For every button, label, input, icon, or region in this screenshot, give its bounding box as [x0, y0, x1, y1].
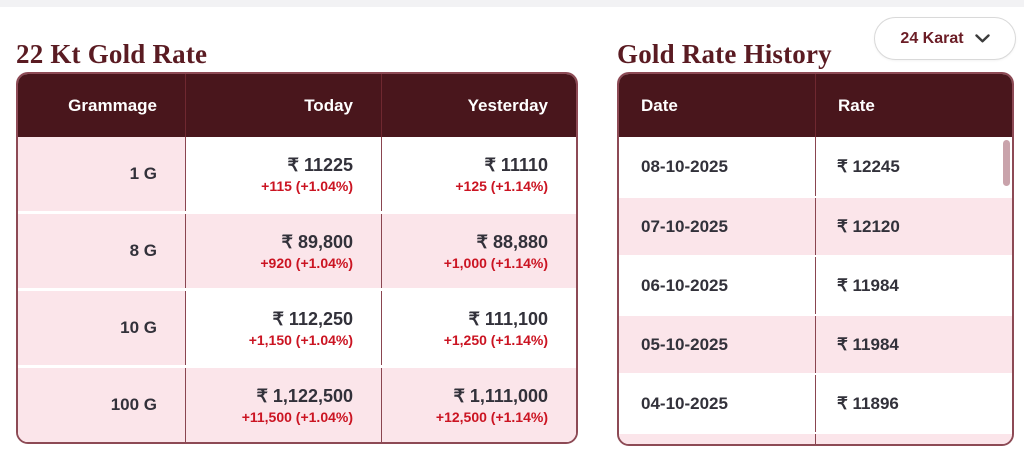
grammage-cell: 100 G	[18, 368, 186, 442]
grammage-cell: 10 G	[18, 291, 186, 365]
date-cell: 08-10-2025	[619, 137, 816, 196]
table-row: 100 G ₹ 1,122,500 +11,500 (+1.04%) ₹ 1,1…	[18, 365, 576, 442]
karat-selector-label: 24 Karat	[900, 29, 964, 47]
yesterday-change: +125 (+1.14%)	[455, 177, 548, 194]
date-cell: 05-10-2025	[619, 316, 816, 373]
today-change: +1,150 (+1.04%)	[248, 331, 353, 348]
gold-rate-table-header: Grammage Today Yesterday	[18, 74, 576, 137]
column-header-today: Today	[186, 74, 382, 137]
yesterday-value: ₹ 11110	[484, 154, 548, 175]
yesterday-value: ₹ 1,111,000	[453, 385, 548, 406]
table-row: 08-10-2025 ₹ 12245	[619, 137, 1012, 196]
gold-rate-title: 22 Kt Gold Rate	[16, 39, 208, 70]
date-cell: 04-10-2025	[619, 375, 816, 432]
rate-cell: ₹ 11984	[837, 275, 899, 295]
table-row: 07-10-2025 ₹ 12120	[619, 196, 1012, 255]
karat-selector-dropdown[interactable]: 24 Karat	[874, 17, 1016, 60]
column-header-yesterday: Yesterday	[467, 95, 548, 115]
column-header-rate: Rate	[838, 95, 875, 115]
yesterday-change: +1,000 (+1.14%)	[443, 254, 548, 271]
yesterday-cell: ₹ 11110 +125 (+1.14%)	[382, 137, 576, 211]
yesterday-change: +1,250 (+1.14%)	[443, 331, 548, 348]
yesterday-change: +12,500 (+1.14%)	[435, 408, 548, 425]
top-divider-strip	[0, 0, 1024, 7]
table-row: 1 G ₹ 11225 +115 (+1.04%) ₹ 11110 +125 (…	[18, 137, 576, 211]
table-row: 05-10-2025 ₹ 11984	[619, 314, 1012, 373]
yesterday-cell: ₹ 111,100 +1,250 (+1.14%)	[382, 291, 576, 365]
column-header-grammage: Grammage	[18, 74, 186, 137]
grammage-cell: 1 G	[18, 137, 186, 211]
today-value: ₹ 11225	[287, 154, 353, 175]
yesterday-value: ₹ 88,880	[476, 231, 548, 252]
today-cell: ₹ 89,800 +920 (+1.04%)	[186, 214, 382, 288]
date-cell: 06-10-2025	[619, 257, 816, 314]
rate-cell: ₹ 11896	[837, 393, 899, 413]
today-value: ₹ 89,800	[281, 231, 353, 252]
yesterday-value: ₹ 111,100	[468, 308, 548, 329]
today-value: ₹ 112,250	[272, 308, 353, 329]
grammage-cell: 8 G	[18, 214, 186, 288]
table-row: 10 G ₹ 112,250 +1,150 (+1.04%) ₹ 111,100…	[18, 288, 576, 365]
column-header-date: Date	[619, 74, 816, 137]
gold-rate-history-title: Gold Rate History	[617, 39, 832, 70]
rate-cell: ₹ 11984	[837, 334, 899, 354]
gold-rate-table: Grammage Today Yesterday 1 G ₹ 11225 +11…	[16, 72, 578, 444]
chevron-down-icon	[974, 34, 990, 43]
today-cell: ₹ 112,250 +1,150 (+1.04%)	[186, 291, 382, 365]
today-change: +115 (+1.04%)	[261, 177, 353, 194]
history-scrollbar-thumb[interactable]	[1003, 140, 1010, 186]
date-cell: 07-10-2025	[619, 198, 816, 255]
rate-cell: ₹ 12120	[837, 216, 900, 236]
today-cell: ₹ 11225 +115 (+1.04%)	[186, 137, 382, 211]
today-change: +11,500 (+1.04%)	[241, 408, 353, 425]
today-change: +920 (+1.04%)	[260, 254, 353, 271]
table-row-partial	[619, 432, 1012, 444]
rate-cell: ₹ 12245	[837, 156, 900, 176]
yesterday-cell: ₹ 88,880 +1,000 (+1.14%)	[382, 214, 576, 288]
table-row: 06-10-2025 ₹ 11984	[619, 255, 1012, 314]
table-row: 8 G ₹ 89,800 +920 (+1.04%) ₹ 88,880 +1,0…	[18, 211, 576, 288]
yesterday-cell: ₹ 1,111,000 +12,500 (+1.14%)	[382, 368, 576, 442]
history-table-header: Date Rate	[619, 74, 1012, 137]
table-row: 04-10-2025 ₹ 11896	[619, 373, 1012, 432]
today-value: ₹ 1,122,500	[256, 385, 353, 406]
gold-rate-history-table: Date Rate 08-10-2025 ₹ 12245 07-10-2025 …	[617, 72, 1014, 446]
today-cell: ₹ 1,122,500 +11,500 (+1.04%)	[186, 368, 382, 442]
